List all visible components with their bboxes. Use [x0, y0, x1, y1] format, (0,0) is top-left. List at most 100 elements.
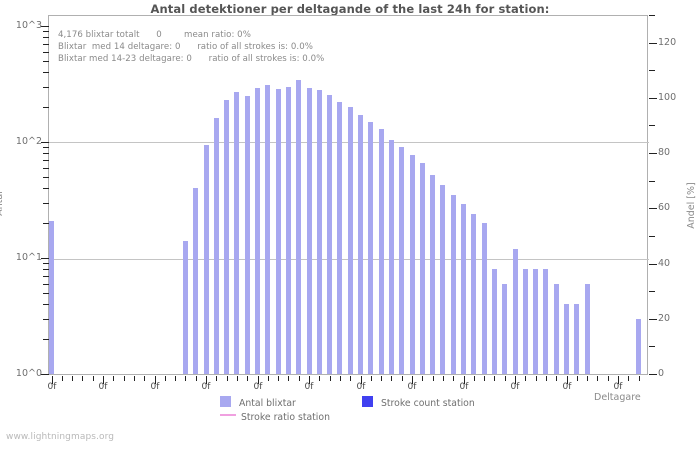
y-axis-left-tick-minor: [43, 283, 49, 285]
y-axis-left-tick-minor: [43, 147, 49, 149]
x-axis-tick-label: 0f: [304, 382, 314, 392]
legend-item-stroke-ratio-station[interactable]: Stroke ratio station: [220, 412, 330, 423]
y-axis-right-tick-minor: [649, 346, 655, 348]
y-axis-right-tick-minor: [649, 70, 655, 72]
bar: [471, 213, 477, 374]
y-axis-right-tick-major: [649, 153, 657, 155]
x-axis-tick-minor: [299, 376, 300, 381]
x-axis-tick-minor: [237, 376, 238, 381]
y-axis-right-tick-label: 120: [658, 36, 677, 48]
x-axis-tick-label: 0f: [459, 382, 469, 392]
x-axis-tick-major: [567, 376, 568, 384]
annotation-line-1: 4,176 blixtar totalt 0 mean ratio: 0%: [58, 30, 251, 40]
y-axis-right-tick-minor: [649, 180, 655, 182]
bar: [316, 90, 322, 374]
bar: [234, 91, 240, 374]
y-axis-right-tick-minor: [649, 291, 655, 293]
bar: [574, 304, 580, 374]
bar: [502, 283, 508, 374]
x-axis-tick-minor: [556, 376, 557, 381]
y-axis-right-title: Andel [%]: [685, 182, 697, 229]
bar: [358, 115, 363, 374]
x-axis-tick-major: [155, 376, 156, 384]
y-axis-left-tick-minor: [43, 167, 49, 169]
x-axis-tick-minor: [72, 376, 73, 381]
y-axis-right-tick-minor: [649, 235, 655, 237]
bar: [296, 80, 302, 374]
bar: [244, 95, 250, 374]
y-axis-right-tick-major: [649, 318, 657, 320]
x-axis-tick-minor: [278, 376, 279, 381]
y-axis-left-tick-label: 10^0: [15, 368, 42, 379]
bar: [491, 269, 497, 374]
legend-item-stroke-count-station[interactable]: Stroke count station: [362, 396, 475, 409]
x-axis-tick-label: 0f: [510, 382, 520, 392]
bar: [584, 283, 590, 374]
y-axis-left-tick-minor: [43, 86, 49, 88]
x-axis-tick-minor: [144, 376, 145, 381]
x-axis-tick-label: 0f: [356, 382, 366, 392]
y-axis-left-tick-minor: [43, 176, 49, 178]
y-axis-left-tick-label: 10^3: [15, 20, 42, 31]
y-axis-left-tick-minor: [43, 202, 49, 204]
legend-swatch-antal-blixtar: [220, 396, 231, 407]
bar: [533, 269, 539, 374]
bar: [378, 128, 384, 374]
y-axis-right-tick-label: 40: [658, 257, 671, 269]
x-axis-tick-label: 0f: [562, 382, 572, 392]
x-axis-tick-label: 0f: [150, 382, 160, 392]
x-axis-tick-minor: [608, 376, 609, 381]
x-axis-tick-minor: [402, 376, 403, 381]
chart-legend: Antal blixtar Stroke count station Strok…: [0, 396, 700, 430]
x-axis-tick-minor: [268, 376, 269, 381]
annotation-line-2: Blixtar med 14 deltagare: 0 ratio of all…: [58, 42, 313, 52]
x-axis-tick-minor: [474, 376, 475, 381]
y-axis-right-tick-label: 20: [658, 312, 671, 324]
x-axis-tick-minor: [453, 376, 454, 381]
annotation-line-3: Blixtar med 14-23 deltagare: 0 ratio of …: [58, 54, 325, 64]
bar: [522, 269, 528, 374]
y-axis-left-tick-minor: [43, 43, 49, 45]
bar: [553, 283, 559, 374]
bar: [193, 188, 199, 374]
y-axis-left-tick-minor: [43, 31, 49, 33]
bar: [327, 94, 333, 374]
bar: [224, 100, 230, 374]
x-axis-tick-minor: [216, 376, 217, 381]
y-axis-right-tick-major: [649, 208, 657, 210]
x-axis-tick-minor: [165, 376, 166, 381]
x-axis-tick-minor: [422, 376, 423, 381]
bar: [481, 223, 487, 374]
legend-item-antal-blixtar[interactable]: Antal blixtar: [220, 396, 296, 409]
x-axis-tick-minor: [124, 376, 125, 381]
y-axis-right-tick-label: 80: [658, 147, 671, 159]
x-axis-tick-major: [464, 376, 465, 384]
x-axis-tick-minor: [371, 376, 372, 381]
x-axis-tick-minor: [82, 376, 83, 381]
x-axis-tick-minor: [93, 376, 94, 381]
x-axis-tick-label: 0f: [47, 382, 57, 392]
x-axis-tick-major: [515, 376, 516, 384]
x-axis-tick-minor: [381, 376, 382, 381]
y-axis-left-tick-minor: [43, 60, 49, 62]
y-axis-left-tick-minor: [43, 304, 49, 306]
x-axis-tick-minor: [319, 376, 320, 381]
bar: [306, 88, 312, 374]
y-axis-left-tick-major: [41, 258, 49, 259]
x-axis-tick-minor: [505, 376, 506, 381]
x-axis-tick-major: [361, 376, 362, 384]
y-axis-left-tick-major: [41, 26, 49, 27]
bar: [49, 220, 54, 374]
bar: [636, 318, 642, 374]
y-axis-left-tick-minor: [43, 339, 49, 341]
legend-label-stroke-ratio-station: Stroke ratio station: [241, 412, 330, 423]
y-axis-right-tick-major: [649, 374, 657, 375]
x-axis-title: Deltagare: [594, 392, 641, 403]
bar: [543, 269, 549, 374]
x-axis-tick-minor: [391, 376, 392, 381]
bars-layer: [48, 15, 648, 375]
x-axis-tick-label: 0f: [98, 382, 108, 392]
y-axis-left-tick-minor: [43, 269, 49, 271]
x-axis-tick-minor: [330, 376, 331, 381]
